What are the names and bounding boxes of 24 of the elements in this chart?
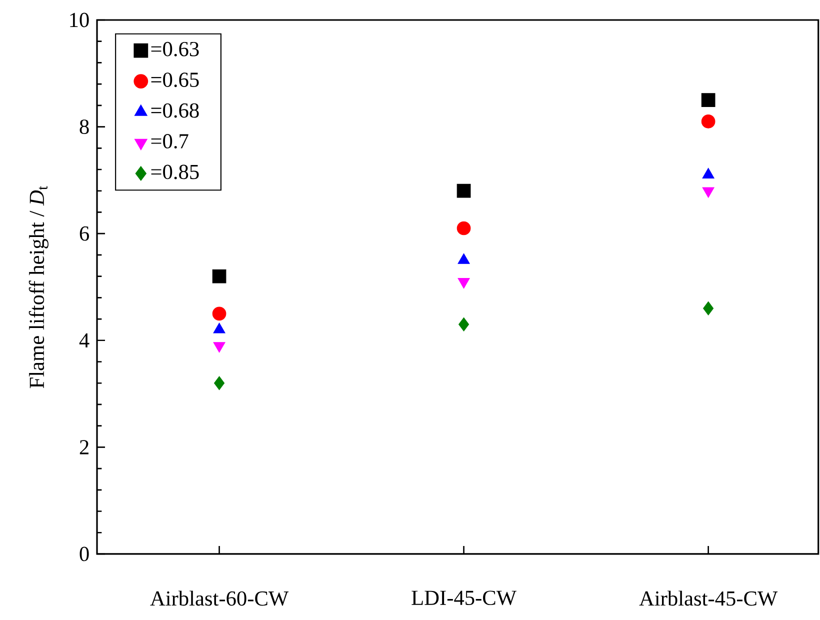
point xyxy=(701,93,716,108)
legend-label: =0.65 xyxy=(151,72,199,88)
legend-label: =0.85 xyxy=(151,164,199,180)
y-tick-label: 6 xyxy=(80,226,90,241)
legend-label: =0.68 xyxy=(151,103,199,118)
point xyxy=(212,269,226,284)
y-axis-title: Flame liftoff height / D$_{t}$ xyxy=(28,186,48,388)
legend-label: =0.63 xyxy=(151,42,199,56)
x-tick-label: Airblast-45-CW xyxy=(639,590,778,606)
x-tick-label: Airblast-60-CW xyxy=(150,590,289,606)
point xyxy=(458,317,470,332)
point xyxy=(456,221,471,236)
y-tick-label: 2 xyxy=(80,440,88,454)
point xyxy=(703,301,714,316)
y-tick-label: 8 xyxy=(80,120,89,134)
legend-label: =0.7 xyxy=(151,134,188,149)
y-tick-label: 4 xyxy=(79,333,90,348)
point xyxy=(456,184,471,198)
point xyxy=(212,306,226,321)
point xyxy=(701,114,716,128)
y-tick-label: 0 xyxy=(80,546,89,562)
y-tick-label: 10 xyxy=(70,12,89,28)
point xyxy=(214,376,225,390)
x-tick-label: LDI-45-CW xyxy=(412,590,516,606)
